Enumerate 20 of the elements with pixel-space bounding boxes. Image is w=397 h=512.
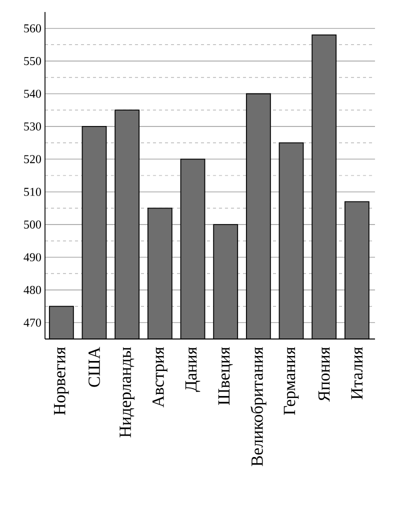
y-tick-label: 490 [24, 253, 42, 262]
x-tick-label: Австрия [152, 347, 168, 408]
y-tick-label: 530 [24, 122, 42, 130]
x-tick-label: Япония [318, 347, 330, 402]
x-tick-label: Нидерланды [120, 347, 134, 438]
x-tick-label: Дания [185, 347, 200, 392]
y-tick-label: 480 [24, 286, 42, 294]
x-tick-label: Великобритания [250, 347, 266, 466]
x-tick-label: Норвегия [54, 347, 69, 415]
y-tick-label: 520 [24, 155, 42, 164]
y-tick-label: 540 [24, 90, 42, 98]
x-tick-label: США [88, 346, 100, 387]
y-tick-label: 560 [24, 24, 42, 32]
y-tick-label: 510 [24, 188, 42, 196]
y-tick-label: 470 [24, 318, 42, 327]
x-tick-label: Италия [351, 347, 363, 400]
x-tick-label: Германия [284, 347, 299, 415]
y-tick-label: 550 [24, 57, 42, 66]
x-tick-label: Швеция [218, 347, 233, 405]
y-tick-label: 500 [24, 220, 42, 229]
